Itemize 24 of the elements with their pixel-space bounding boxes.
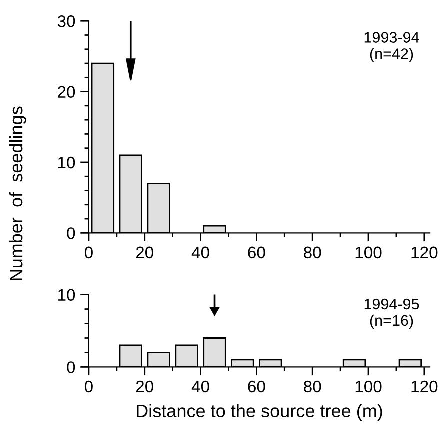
x-tick-label: 100	[356, 380, 382, 393]
y-tick-label: 30	[58, 16, 76, 28]
x-tick-label: 80	[304, 246, 322, 259]
x-tick-label: 60	[248, 246, 266, 259]
y-tick-label: 10	[58, 156, 76, 169]
y-tick-label: 10	[58, 289, 76, 302]
annotation: 1993-94 (n=42)	[364, 32, 420, 62]
x-tick-label: 20	[136, 380, 154, 393]
x-tick-label: 100	[356, 246, 382, 259]
y-tick-label: 0	[67, 362, 76, 374]
y-tick-label: 20	[58, 86, 76, 98]
y-tick-label: 0	[67, 228, 76, 240]
x-tick-label: 0	[84, 246, 93, 259]
x-tick-label: 40	[192, 380, 210, 393]
y-axis-title: Number of seedlings	[9, 106, 26, 280]
x-tick-label: 40	[192, 246, 210, 259]
x-tick-label: 80	[304, 380, 322, 393]
x-axis-title: Distance to the source tree (m)	[137, 404, 382, 422]
x-tick-label: 120	[412, 246, 438, 259]
x-tick-label: 0	[84, 380, 93, 393]
x-tick-label: 60	[248, 380, 266, 393]
x-tick-label: 120	[412, 380, 438, 393]
x-tick-label: 20	[136, 246, 154, 259]
annotation: 1994-95 (n=16)	[364, 298, 420, 330]
